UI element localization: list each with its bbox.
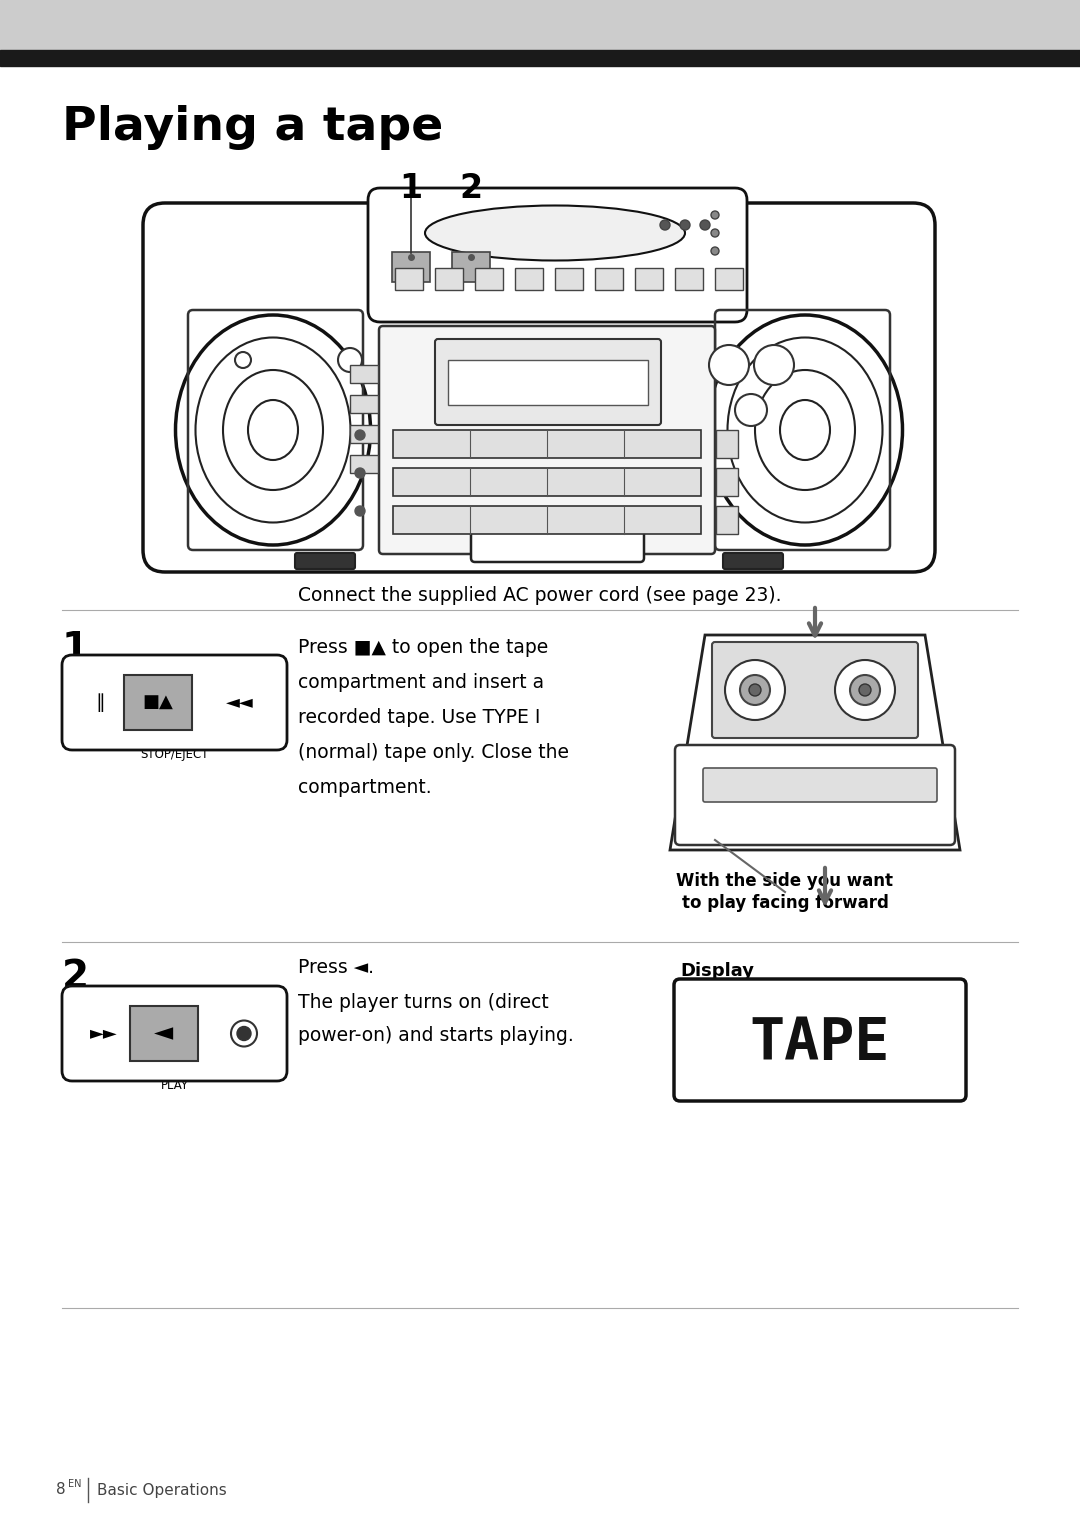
- Bar: [130, 1006, 198, 1061]
- Ellipse shape: [707, 314, 903, 546]
- Text: 1: 1: [400, 172, 422, 205]
- Bar: [635, 268, 663, 290]
- Circle shape: [338, 348, 362, 373]
- Ellipse shape: [780, 400, 831, 460]
- Text: Press ■▲ to open the tape: Press ■▲ to open the tape: [298, 638, 549, 658]
- Text: Connect the supplied AC power cord (see page 23).: Connect the supplied AC power cord (see …: [298, 586, 782, 606]
- Circle shape: [850, 675, 880, 705]
- Text: ◄: ◄: [154, 1021, 174, 1046]
- Ellipse shape: [426, 205, 685, 261]
- FancyBboxPatch shape: [712, 642, 918, 737]
- FancyBboxPatch shape: [143, 202, 935, 572]
- FancyBboxPatch shape: [723, 553, 783, 569]
- Text: 1: 1: [62, 630, 90, 668]
- FancyBboxPatch shape: [368, 189, 747, 322]
- Bar: [393, 468, 701, 497]
- Circle shape: [235, 353, 251, 368]
- Bar: [0, 0, 1080, 51]
- Bar: [715, 268, 743, 290]
- Text: Display: Display: [680, 963, 754, 980]
- Text: Basic Operations: Basic Operations: [97, 1482, 227, 1498]
- FancyBboxPatch shape: [62, 655, 287, 750]
- Bar: [350, 365, 378, 383]
- Circle shape: [735, 394, 767, 426]
- Text: ◄◄: ◄◄: [226, 693, 254, 711]
- Text: TAPE: TAPE: [750, 1015, 890, 1073]
- FancyBboxPatch shape: [703, 768, 937, 802]
- Circle shape: [237, 1027, 251, 1041]
- Bar: [392, 251, 430, 282]
- Text: ∥: ∥: [95, 693, 105, 711]
- Bar: [448, 360, 648, 405]
- Text: Playing a tape: Playing a tape: [62, 104, 443, 150]
- Ellipse shape: [755, 369, 855, 491]
- Ellipse shape: [175, 314, 370, 546]
- Circle shape: [355, 429, 365, 440]
- Circle shape: [859, 684, 870, 696]
- Text: PLAY: PLAY: [161, 1079, 189, 1091]
- Circle shape: [660, 221, 670, 230]
- Ellipse shape: [248, 400, 298, 460]
- FancyBboxPatch shape: [471, 526, 644, 563]
- Ellipse shape: [195, 337, 351, 523]
- Polygon shape: [670, 635, 960, 849]
- Bar: [435, 268, 463, 290]
- Bar: [716, 468, 738, 497]
- Text: 2: 2: [62, 958, 90, 996]
- Bar: [350, 396, 378, 412]
- Ellipse shape: [728, 337, 882, 523]
- Bar: [595, 268, 623, 290]
- Bar: [555, 268, 583, 290]
- Circle shape: [711, 247, 719, 254]
- Text: With the side you want: With the side you want: [676, 872, 893, 891]
- Circle shape: [680, 221, 690, 230]
- Bar: [453, 251, 490, 282]
- Text: EN: EN: [68, 1479, 81, 1489]
- Text: 2: 2: [459, 172, 483, 205]
- Bar: [716, 429, 738, 458]
- Text: ►►: ►►: [90, 1024, 118, 1042]
- Bar: [675, 268, 703, 290]
- Text: compartment and insert a: compartment and insert a: [298, 673, 544, 691]
- Bar: [515, 268, 543, 290]
- Bar: [0, 51, 1080, 66]
- Circle shape: [708, 345, 750, 385]
- Bar: [350, 455, 378, 474]
- Text: 8: 8: [56, 1482, 66, 1498]
- Circle shape: [355, 468, 365, 478]
- Circle shape: [835, 661, 895, 721]
- Circle shape: [231, 1021, 257, 1047]
- Bar: [124, 675, 192, 730]
- FancyBboxPatch shape: [675, 745, 955, 845]
- Bar: [395, 268, 423, 290]
- FancyBboxPatch shape: [435, 339, 661, 425]
- Bar: [393, 429, 701, 458]
- Ellipse shape: [222, 369, 323, 491]
- Text: Press ◄.: Press ◄.: [298, 958, 374, 977]
- Text: power-on) and starts playing.: power-on) and starts playing.: [298, 1026, 573, 1046]
- FancyBboxPatch shape: [674, 980, 966, 1101]
- Circle shape: [740, 675, 770, 705]
- Text: to play facing forward: to play facing forward: [681, 894, 889, 912]
- Text: The player turns on (direct: The player turns on (direct: [298, 993, 549, 1012]
- Circle shape: [355, 506, 365, 517]
- Text: STOP/EJECT: STOP/EJECT: [140, 748, 208, 760]
- FancyBboxPatch shape: [62, 986, 287, 1081]
- FancyBboxPatch shape: [295, 553, 355, 569]
- Circle shape: [700, 221, 710, 230]
- Circle shape: [754, 345, 794, 385]
- Text: (normal) tape only. Close the: (normal) tape only. Close the: [298, 744, 569, 762]
- Text: ■▲: ■▲: [143, 693, 174, 711]
- Text: recorded tape. Use TYPE I: recorded tape. Use TYPE I: [298, 708, 540, 727]
- FancyBboxPatch shape: [379, 327, 715, 553]
- Bar: [716, 506, 738, 533]
- Bar: [393, 506, 701, 533]
- Circle shape: [711, 212, 719, 219]
- Circle shape: [711, 228, 719, 238]
- Text: compartment.: compartment.: [298, 779, 432, 797]
- Circle shape: [725, 661, 785, 721]
- Circle shape: [750, 684, 761, 696]
- Bar: [350, 425, 378, 443]
- Bar: [475, 268, 503, 290]
